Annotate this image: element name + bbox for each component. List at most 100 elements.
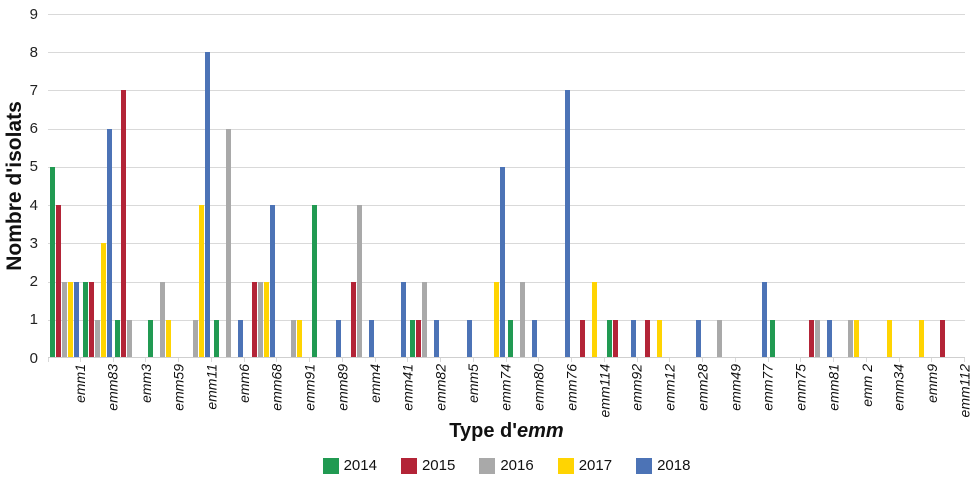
x-boundary-tick [865,358,867,362]
x-tick-label: emm82 [432,364,449,411]
bar-2016-emm82 [422,281,428,358]
gridline [48,166,965,168]
plot-area [48,14,965,362]
legend-label: 2016 [500,457,534,474]
bar-2018-emm89 [335,319,341,358]
y-tick-label: 0 [29,349,38,367]
x-tick-label: emm11 [203,364,220,410]
bar-2016-emm4 [356,205,362,358]
legend-item-2014: 2014 [322,457,377,474]
bar-2015-emm12 [645,319,651,358]
x-boundary-tick [571,358,572,362]
legend-swatch-icon [557,457,574,474]
legend-item-2017: 2017 [557,457,612,474]
bar-2017-emm2 [853,319,859,358]
x-tick-label: emm68 [268,364,285,411]
x-tick-label: emm76 [563,364,580,411]
legend-item-2016: 2016 [479,457,534,474]
legend-item-2015: 2015 [400,457,456,474]
bar-2015-emm82 [416,319,422,358]
y-tick-label: 4 [29,196,38,214]
x-boundary-tick [48,358,49,362]
legend-swatch-icon [400,457,417,474]
x-tick-label: emm12 [661,364,678,411]
gridline [48,90,965,92]
gridline [48,243,965,245]
bar-2017-emm91 [297,319,303,358]
bar-2017-emm74 [493,281,499,358]
legend-label: 2015 [421,457,456,474]
bar-2014-emm75 [770,319,776,358]
x-boundary-tick [603,358,605,362]
bar-2017-emm68 [264,281,270,358]
bar-2018-emm76 [565,90,571,358]
x-boundary-tick [407,358,409,362]
gridline [48,52,965,54]
x-axis-title-emphasis: emm [517,420,564,442]
x-tick-label: emm77 [760,364,777,411]
x-boundary-tick [931,358,933,362]
bar-2014-emm83 [82,281,88,358]
y-tick-label: 2 [29,273,38,291]
x-tick-label: emm59 [170,364,187,411]
bar-2018-emm5 [466,319,472,358]
bar-2016-emm83 [94,319,100,358]
bar-2018-emm11 [204,52,210,358]
bar-2017-emm114 [591,281,597,358]
bar-2018-emm41 [401,281,407,358]
x-tick-label: emm1 [72,364,89,403]
x-tick-label: emm6 [236,364,253,403]
bar-2016-emm49 [716,319,722,358]
bar-2017-emm59 [166,319,172,358]
x-tick-label: emm9 [923,364,940,403]
gridline [48,319,965,321]
bar-2017-emm12 [657,319,663,358]
x-boundary-tick [898,358,900,362]
bar-2015-emm83 [88,281,94,358]
bar-2017-emm34 [886,319,892,358]
x-boundary-tick [145,358,147,362]
gridline [48,281,965,283]
bar-2016-emm68 [258,281,264,358]
bar-2015-emm68 [252,281,258,358]
bar-2016-emm80 [520,281,526,358]
x-boundary-tick [374,358,376,362]
bar-2014-emm89 [311,205,317,358]
x-tick-label: emm28 [694,364,711,411]
bar-2015-emm114 [579,319,585,358]
x-tick-label: emm3 [137,364,154,403]
x-boundary-tick [702,358,703,362]
y-tick-label: 1 [29,311,38,329]
x-tick-label: emm114 [596,364,613,418]
x-tick-label: emm74 [498,364,515,411]
legend-swatch-icon [636,457,653,474]
bar-2014-emm3 [115,319,121,358]
x-boundary-tick [440,358,441,362]
x-boundary-tick [538,358,540,362]
x-boundary-tick [669,358,671,362]
x-tick-label: emm 2 [858,364,875,407]
x-tick-label: emm83 [105,364,122,411]
y-tick-label: 3 [29,234,38,252]
bar-2016-emm3 [127,319,133,358]
bar-2015-emm92 [612,319,618,358]
bar-2014-emm80 [508,319,514,358]
y-tick-label: 7 [29,81,38,99]
bar-2016-emm91 [291,319,297,358]
legend-swatch-icon [479,457,496,474]
x-boundary-tick [800,358,802,362]
bar-2016-emm1 [61,281,67,358]
x-tick-label: emm49 [727,364,744,411]
x-boundary-tick [276,358,278,362]
bar-2018-emm74 [499,166,505,358]
x-boundary-tick [178,358,179,362]
bar-2018-emm92 [630,319,636,358]
bar-2017-emm11 [198,205,204,358]
bar-2018-emm80 [532,319,538,358]
gridline [48,205,965,207]
gridline [48,14,965,15]
y-tick-label: 6 [29,120,38,138]
x-boundary-tick [964,358,965,362]
y-tick-label: 8 [29,43,38,61]
